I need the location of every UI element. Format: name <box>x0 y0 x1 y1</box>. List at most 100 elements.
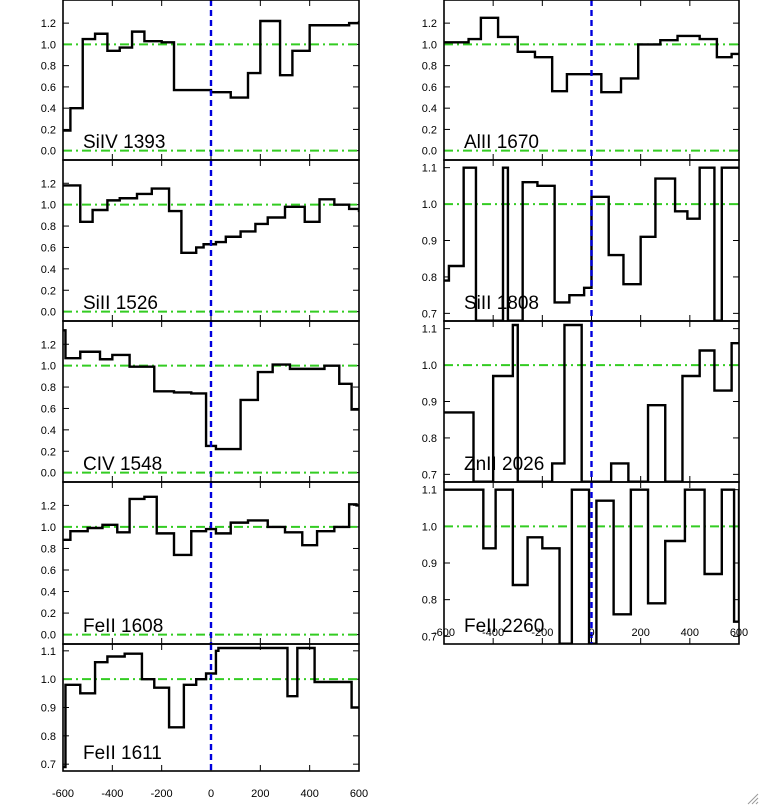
y-tick-label: 0.9 <box>422 236 437 248</box>
y-tick-label: 0.9 <box>41 703 56 715</box>
y-tick-label: 1.2 <box>422 18 437 30</box>
y-tick-label: 0.2 <box>41 446 56 458</box>
y-tick-label: 0.6 <box>41 403 56 415</box>
y-tick-label: 0.7 <box>41 759 56 771</box>
y-tick-label: 0.8 <box>41 61 56 73</box>
spectrum-line <box>63 184 359 255</box>
y-tick-label: 0.7 <box>422 469 437 481</box>
y-tick-label: 1.1 <box>422 324 437 336</box>
y-tick-label: 1.0 <box>41 522 56 534</box>
y-tick-label: 1.0 <box>422 199 437 211</box>
x-axis-right: -600 -400 -200 0 200 400 600 <box>433 627 748 639</box>
y-tick-label: 1.2 <box>41 18 56 30</box>
spectrum-line <box>63 495 359 557</box>
y-tick-label: 0.2 <box>41 285 56 297</box>
spectrum-line <box>63 646 359 769</box>
ion-label: FeII 1611 <box>83 743 162 764</box>
y-tick-label: 0.9 <box>422 558 437 570</box>
panel-znii-2026: 0.7 0.8 0.9 1.0 1.1 ZnII 2026 <box>422 320 740 483</box>
panel-siiv-1393: 0.0 0.2 0.4 0.6 0.8 1.0 1.2 SiIV 1393 <box>41 0 360 161</box>
spectrum-line <box>444 488 739 644</box>
y-tick-label: 0.9 <box>422 397 437 409</box>
x-tick-label: 200 <box>631 627 649 639</box>
y-tick-label: 0.2 <box>41 608 56 620</box>
x-tick-label: 200 <box>251 788 269 800</box>
y-tick-label: 0.7 <box>422 631 437 643</box>
y-tick-label: 0.8 <box>41 382 56 394</box>
y-tick-label: 0.2 <box>422 124 437 136</box>
spectrum-line <box>444 16 739 94</box>
x-tick-label: 600 <box>730 627 748 639</box>
y-tick-label: 0.4 <box>41 264 56 276</box>
y-tick-label: 0.4 <box>41 103 56 115</box>
y-tick-label: 1.0 <box>422 521 437 533</box>
ion-label: CIV 1548 <box>83 454 162 475</box>
panel-feii-1608: 0.0 0.2 0.4 0.6 0.8 1.0 1.2 FeII 1608 <box>41 481 360 645</box>
y-tick-label: 0.6 <box>41 242 56 254</box>
panel-siii-1808: 0.7 0.8 0.9 1.0 1.1 SiII 1808 <box>422 159 740 322</box>
y-tick-label: 1.0 <box>41 200 56 212</box>
y-tick-label: 1.1 <box>41 646 56 658</box>
panel-alii-1670: 0.0 0.2 0.4 0.6 0.8 1.0 1.2 AlII 1670 <box>422 0 740 161</box>
x-tick-label: -600 <box>52 788 74 800</box>
panel-feii-1611: 0.7 0.8 0.9 1.0 1.1 FeII 1611 <box>41 643 360 772</box>
x-tick-label: 0 <box>208 788 214 800</box>
x-tick-label: 0 <box>588 627 594 639</box>
ion-label: SiII 1526 <box>83 293 158 314</box>
y-tick-label: 0.8 <box>422 272 437 284</box>
y-tick-label: 0.8 <box>41 543 56 555</box>
y-tick-label: 1.2 <box>41 339 56 351</box>
y-tick-label: 0.0 <box>41 468 56 480</box>
y-tick-label: 0.8 <box>41 731 56 743</box>
ion-label: ZnII 2026 <box>464 454 544 475</box>
y-tick-label: 0.0 <box>41 307 56 319</box>
x-tick-label: -400 <box>101 788 123 800</box>
panel-feii-2260: 0.7 0.8 0.9 1.0 1.1 FeII 2260 <box>422 481 740 645</box>
y-tick-label: 0.8 <box>41 221 56 233</box>
y-tick-label: 0.7 <box>422 308 437 320</box>
x-tick-label: -200 <box>531 627 553 639</box>
ion-label: SiII 1808 <box>464 293 539 314</box>
y-tick-label: 0.0 <box>41 146 56 158</box>
y-tick-label: 1.2 <box>41 178 56 190</box>
x-tick-label: -600 <box>433 627 455 639</box>
y-tick-label: 0.6 <box>422 82 437 94</box>
y-tick-label: 1.0 <box>422 360 437 372</box>
y-tick-label: 0.8 <box>422 595 437 607</box>
ion-label: FeII 1608 <box>83 616 163 637</box>
x-tick-label: 400 <box>681 627 699 639</box>
x-tick-label: 400 <box>300 788 318 800</box>
x-tick-label: 600 <box>350 788 368 800</box>
panel-siii-1526: 0.0 0.2 0.4 0.6 0.8 1.0 1.2 SiII 1526 <box>41 159 360 322</box>
ion-label: AlII 1670 <box>464 132 539 153</box>
y-tick-label: 0.4 <box>41 587 56 599</box>
spectrum-line <box>63 19 359 132</box>
x-axis-left: -600 -400 -200 0 200 400 600 <box>52 788 368 800</box>
y-tick-label: 1.0 <box>41 361 56 373</box>
resize-grip-icon[interactable] <box>745 791 759 805</box>
y-tick-label: 1.2 <box>41 500 56 512</box>
velocity-axes: -600 -400 -200 0 200 400 600 -600 -400 -200 0 200 40… <box>52 627 748 800</box>
panel-frame <box>62 643 360 772</box>
y-tick-label: 0.6 <box>41 82 56 94</box>
y-tick-label: 0.8 <box>422 61 437 73</box>
y-tick-label: 0.8 <box>422 433 437 445</box>
panel-frame <box>443 481 740 645</box>
y-tick-label: 1.1 <box>422 485 437 497</box>
ion-label: SiIV 1393 <box>83 132 165 153</box>
y-tick-label: 1.0 <box>41 674 56 686</box>
panel-civ-1548: 0.0 0.2 0.4 0.6 0.8 1.0 1.2 CIV 1548 <box>41 320 360 483</box>
y-tick-label: 0.2 <box>41 124 56 136</box>
y-tick-label: 0.4 <box>41 425 56 437</box>
x-tick-label: -400 <box>482 627 504 639</box>
x-tick-label: -200 <box>151 788 173 800</box>
y-tick-label: 1.0 <box>422 39 437 51</box>
ion-label: FeII 2260 <box>464 616 544 637</box>
y-tick-label: 1.0 <box>41 39 56 51</box>
y-tick-label: 0.0 <box>422 146 437 158</box>
y-tick-label: 0.6 <box>41 565 56 577</box>
y-tick-label: 1.1 <box>422 163 437 175</box>
y-tick-label: 0.4 <box>422 103 437 115</box>
